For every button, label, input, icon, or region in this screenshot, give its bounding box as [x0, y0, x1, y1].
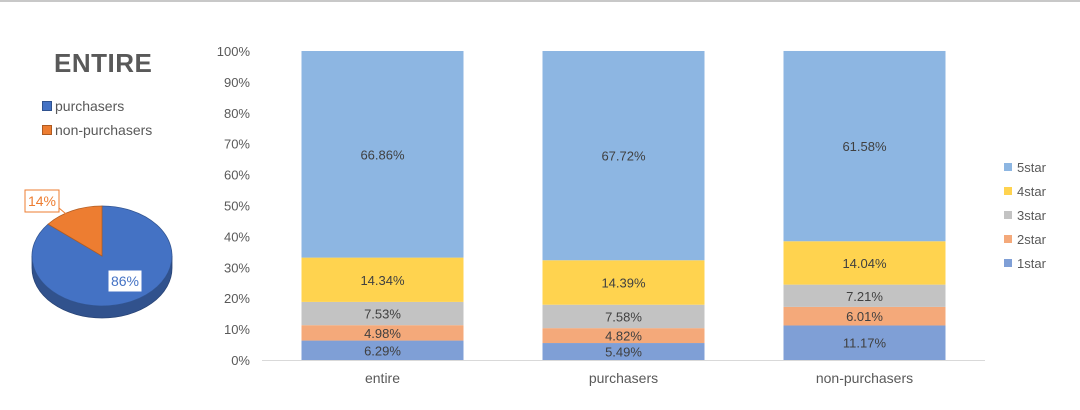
pie-legend-label: purchasers [55, 98, 125, 114]
bar-segment-2star [542, 328, 705, 344]
bar-segment-4star [542, 260, 705, 305]
legend-swatch [42, 101, 52, 112]
data-label-3star: 7.53% [364, 307, 401, 322]
bar-segment-4star [301, 257, 464, 302]
legend-label-3star: 3star [1017, 208, 1047, 223]
pie-slice-non-purchasers [47, 205, 103, 257]
top-border [0, 0, 1080, 2]
y-tick-label: 60% [224, 168, 250, 183]
data-label-3star: 7.21% [846, 289, 883, 304]
bar-segment-2star [783, 306, 946, 326]
x-category-label: purchasers [589, 370, 658, 386]
y-tick-label: 80% [224, 106, 250, 121]
pie-legend-item-non-purchasers: non-purchasers [42, 122, 152, 138]
legend-swatch-3star [1004, 211, 1012, 219]
x-category-label: entire [365, 370, 400, 386]
y-tick-label: 20% [224, 291, 250, 306]
data-label-4star: 14.04% [842, 256, 887, 271]
y-tick-label: 100% [217, 44, 251, 59]
y-tick-label: 40% [224, 229, 250, 244]
legend-swatch-5star [1004, 163, 1012, 171]
bar-segment-5star [542, 51, 705, 261]
pie-data-label: 14% [28, 193, 56, 209]
legend-label-2star: 2star [1017, 232, 1047, 247]
bar-segment-5star [783, 50, 946, 242]
legend-swatch [42, 125, 52, 136]
legend-swatch-2star [1004, 235, 1012, 243]
bar-segment-2star [301, 325, 464, 341]
data-label-1star: 6.29% [364, 343, 401, 358]
bar-segment-3star [301, 301, 464, 326]
legend-label-4star: 4star [1017, 184, 1047, 199]
data-label-2star: 4.98% [364, 326, 401, 341]
legend-label-5star: 5star [1017, 160, 1047, 175]
bar-segment-5star [301, 51, 464, 258]
pie-data-label-box [24, 189, 60, 213]
data-label-2star: 4.82% [605, 329, 642, 344]
data-label-1star: 5.49% [605, 345, 642, 360]
bar-segment-3star [783, 284, 946, 307]
data-label-4star: 14.34% [360, 273, 405, 288]
bar-segment-4star [783, 241, 946, 285]
bar-segment-1star [542, 343, 705, 360]
pie-chart: 86% 14% [24, 189, 173, 319]
bar-segment-3star [542, 304, 705, 329]
y-tick-label: 0% [231, 353, 250, 368]
pie-title: ENTIRE [54, 48, 153, 78]
legend-swatch-1star [1004, 259, 1012, 267]
pie-legend-label: non-purchasers [55, 122, 153, 138]
data-label-1star: 11.17% [843, 336, 887, 351]
pie-data-label: 86% [111, 273, 139, 289]
y-tick-label: 10% [224, 322, 250, 337]
bar-segment-1star [783, 325, 946, 360]
data-label-3star: 7.58% [605, 309, 642, 324]
y-tick-label: 30% [224, 260, 250, 275]
y-tick-label: 90% [224, 75, 250, 90]
x-category-label: non-purchasers [816, 370, 913, 386]
y-tick-label: 50% [224, 199, 250, 214]
bar-segment-1star [301, 340, 464, 360]
data-label-2star: 6.01% [846, 309, 883, 324]
legend-swatch-4star [1004, 187, 1012, 195]
y-tick-label: 70% [224, 137, 250, 152]
data-label-5star: 61.58% [842, 139, 887, 154]
data-label-4star: 14.39% [601, 275, 646, 290]
pie-legend-item-purchasers: purchasers [42, 98, 124, 114]
data-label-5star: 67.72% [601, 149, 646, 164]
data-label-5star: 66.86% [360, 147, 405, 162]
pie-leader-line [58, 207, 73, 220]
legend-label-1star: 1star [1017, 256, 1047, 271]
pie-data-label-box [107, 269, 143, 293]
